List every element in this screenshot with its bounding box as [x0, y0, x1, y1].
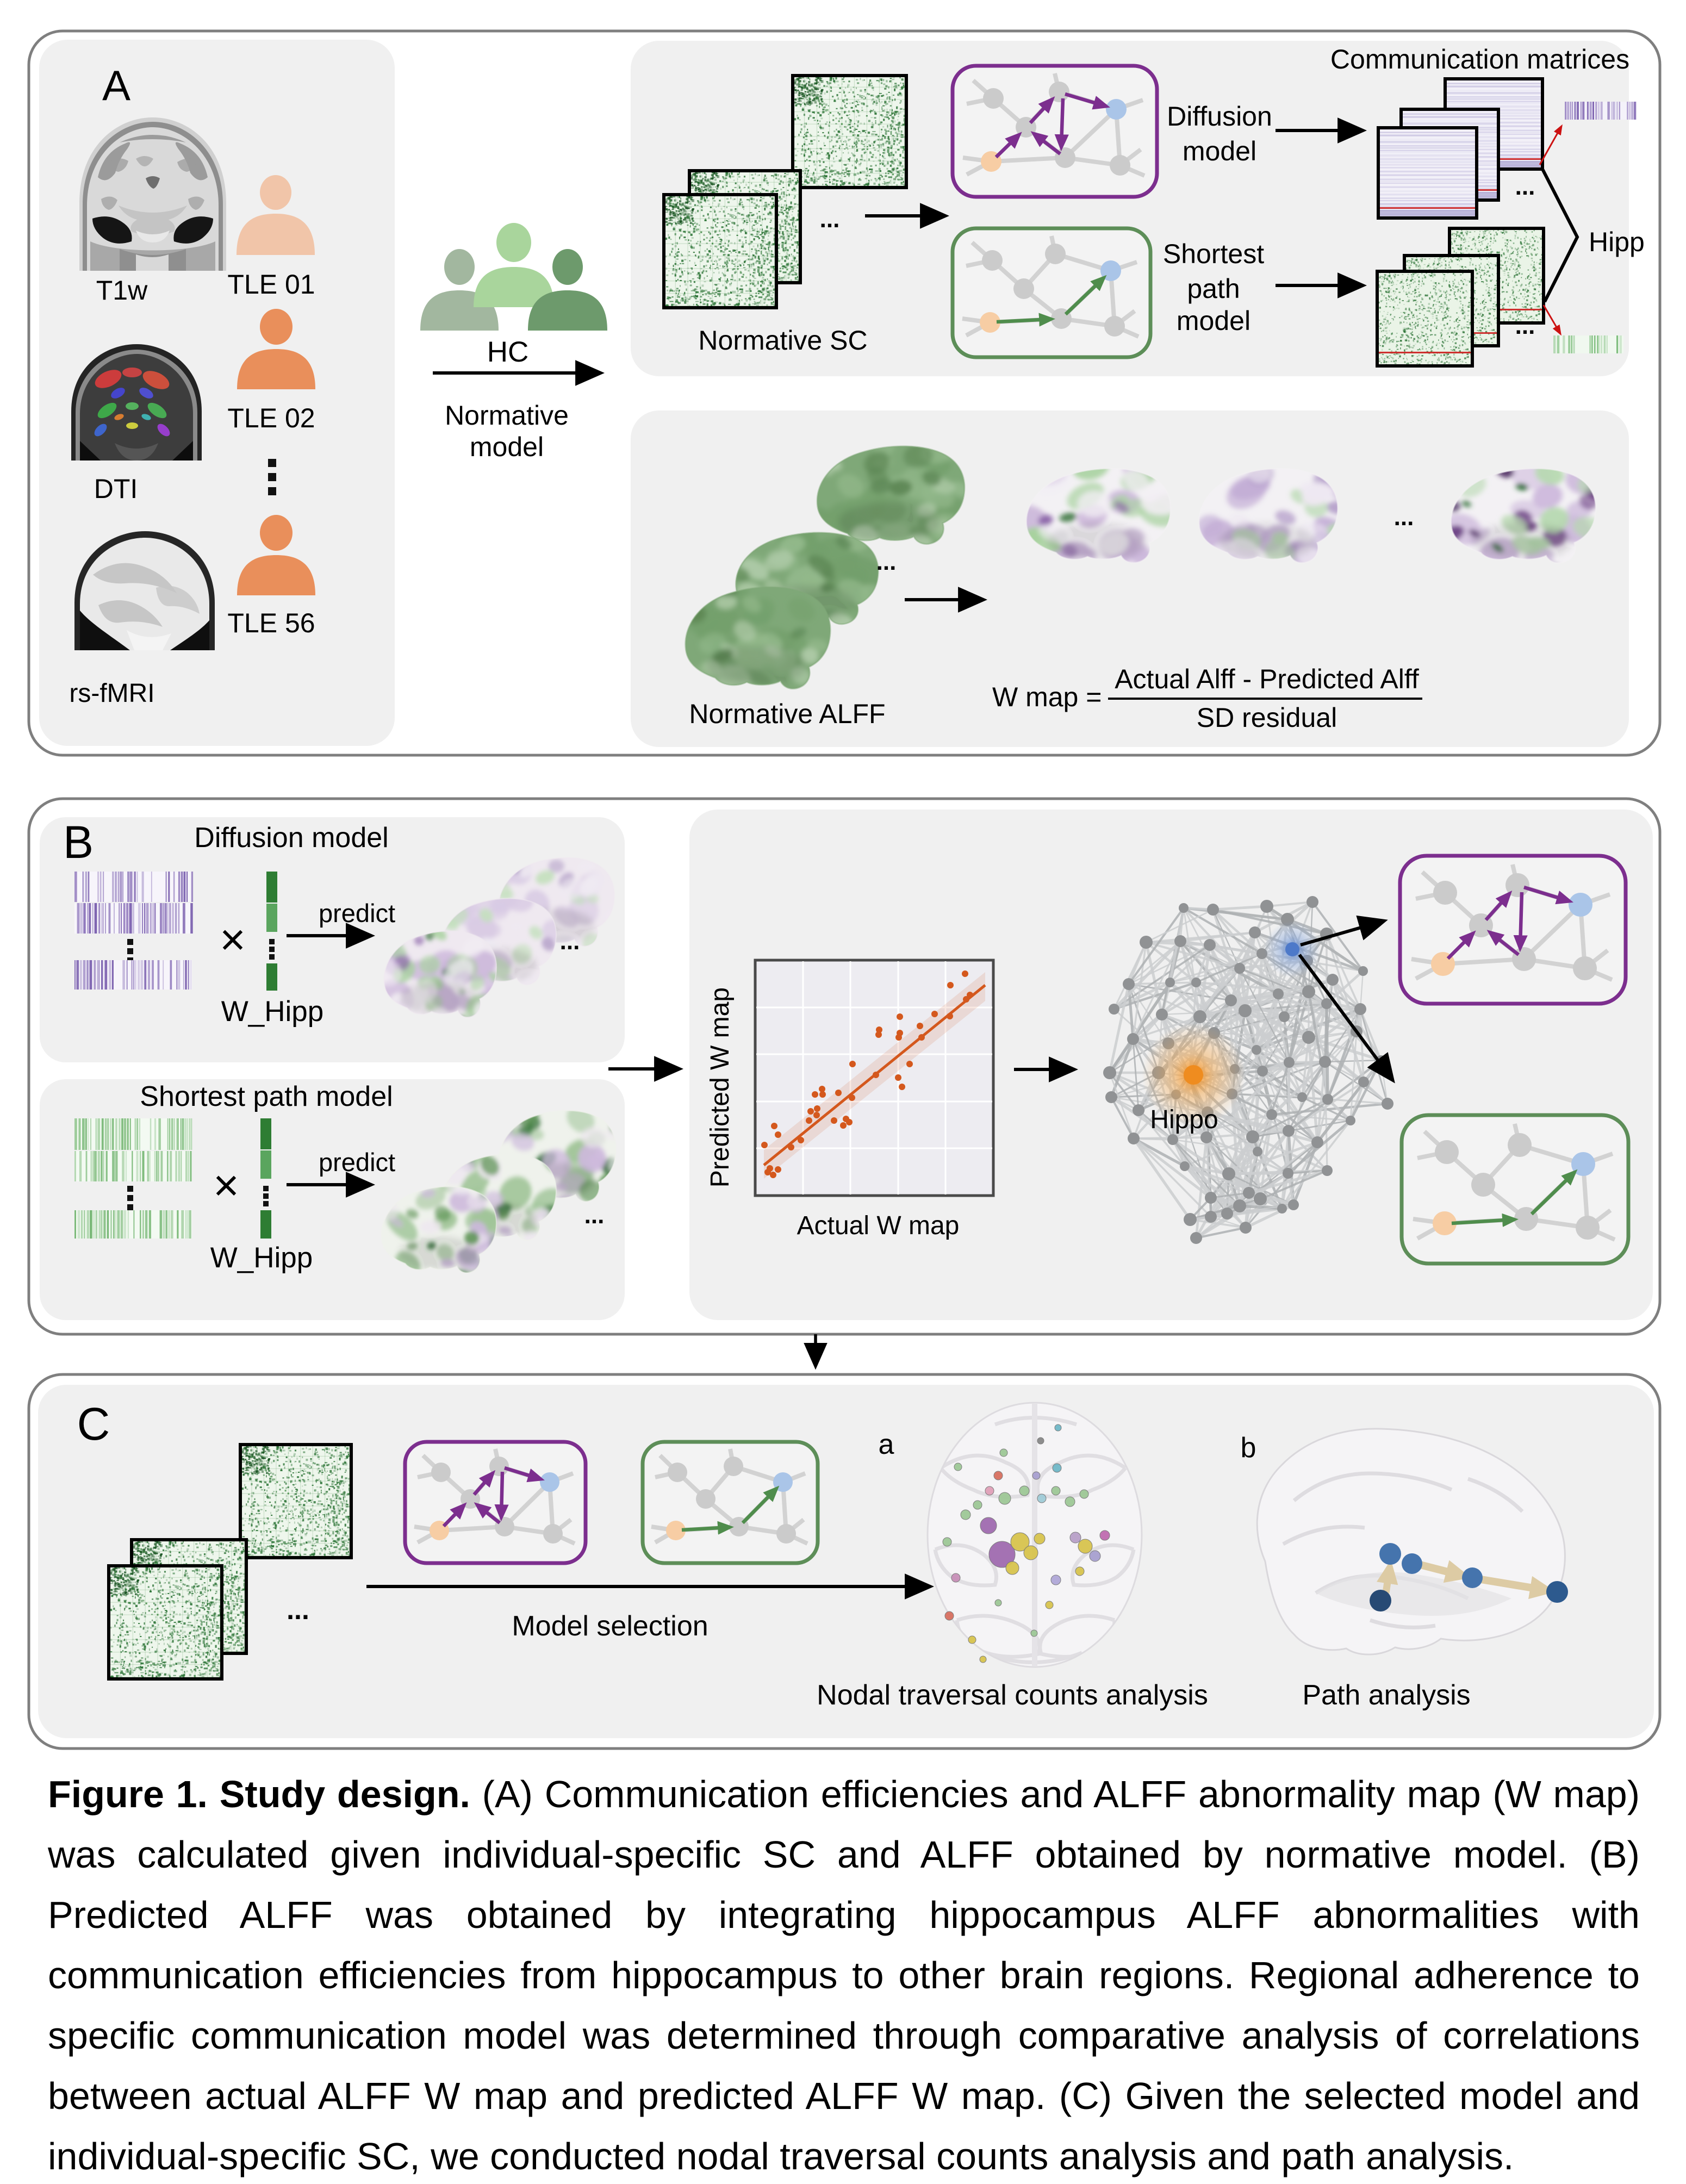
svg-text:b: b: [1241, 1432, 1256, 1464]
svg-text:TLE 02: TLE 02: [227, 403, 315, 433]
svg-text:×: ×: [220, 915, 246, 965]
svg-text:Hipp: Hipp: [1589, 227, 1645, 257]
svg-text:model: model: [470, 432, 544, 462]
svg-text:Diffusion: Diffusion: [1167, 101, 1272, 132]
svg-text:...: ...: [1515, 313, 1535, 339]
svg-text:model: model: [1177, 306, 1250, 336]
svg-text:C: C: [77, 1398, 110, 1449]
svg-text:Hippo: Hippo: [1150, 1105, 1218, 1134]
svg-text:DTI: DTI: [94, 474, 138, 504]
svg-text:Predicted W map: Predicted W map: [706, 987, 735, 1187]
svg-text:TLE 01: TLE 01: [227, 269, 315, 300]
svg-text:...: ...: [560, 928, 580, 955]
svg-text:SD residual: SD residual: [1197, 702, 1337, 733]
svg-text:Shortest path model: Shortest path model: [140, 1081, 393, 1112]
svg-text:predict: predict: [319, 1148, 395, 1177]
svg-text:W_Hipp: W_Hipp: [221, 995, 324, 1028]
svg-text:...: ...: [584, 1202, 605, 1229]
svg-text:Normative ALFF: Normative ALFF: [689, 699, 885, 729]
svg-text:predict: predict: [319, 899, 395, 928]
svg-text:Normative: Normative: [445, 400, 569, 431]
svg-text:HC: HC: [487, 336, 529, 368]
svg-text:TLE 56: TLE 56: [227, 608, 315, 638]
svg-text:Model selection: Model selection: [512, 1610, 708, 1642]
svg-text:Path analysis: Path analysis: [1302, 1679, 1470, 1711]
svg-text:Normative SC: Normative SC: [698, 325, 867, 356]
svg-text:Communication matrices: Communication matrices: [1330, 44, 1629, 74]
svg-text:W_Hipp: W_Hipp: [210, 1242, 313, 1274]
svg-text:model: model: [1183, 136, 1256, 166]
svg-text:Diffusion model: Diffusion model: [194, 822, 388, 854]
svg-text:B: B: [63, 817, 94, 868]
svg-text:A: A: [102, 61, 130, 109]
svg-text:Actual Alff - Predicted Alff: Actual Alff - Predicted Alff: [1115, 664, 1419, 694]
svg-text:W map =: W map =: [992, 682, 1102, 712]
svg-text:T1w: T1w: [96, 275, 148, 306]
svg-text:...: ...: [1515, 173, 1535, 200]
svg-text:Shortest: Shortest: [1163, 239, 1264, 269]
svg-text:...: ...: [876, 549, 897, 575]
svg-text:×: ×: [213, 1161, 239, 1210]
svg-text:Actual W map: Actual W map: [797, 1211, 960, 1240]
svg-text:...: ...: [1394, 504, 1414, 531]
svg-text:...: ...: [820, 206, 840, 233]
svg-text:rs-fMRI: rs-fMRI: [69, 679, 154, 708]
svg-text:path: path: [1187, 273, 1240, 304]
svg-text:a: a: [879, 1429, 894, 1460]
svg-text:Nodal traversal counts analysi: Nodal traversal counts analysis: [817, 1679, 1208, 1711]
svg-text:...: ...: [287, 1595, 309, 1625]
